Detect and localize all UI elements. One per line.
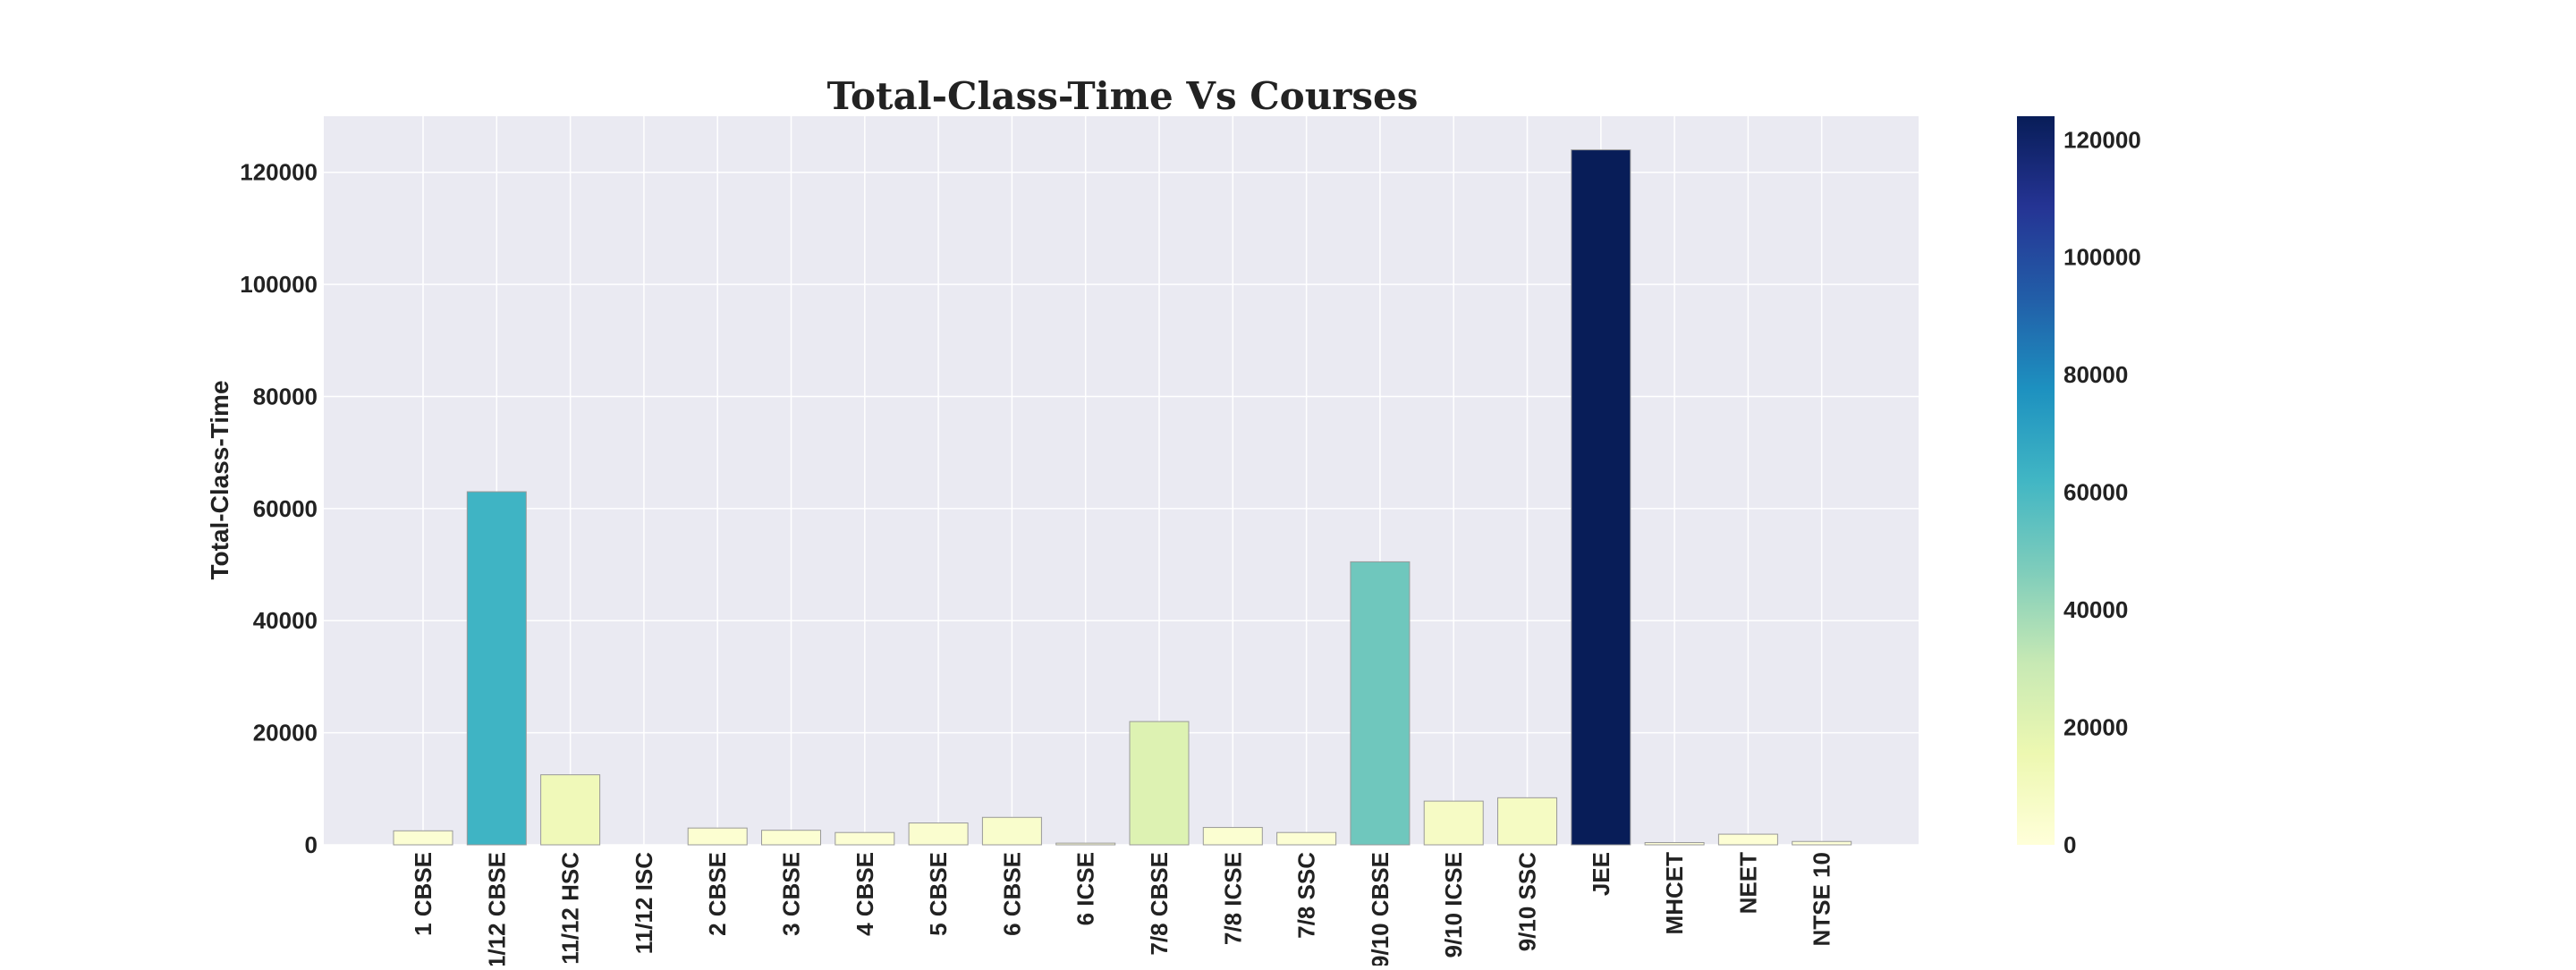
bar	[1423, 800, 1484, 846]
colorbar-tick-label: 100000	[2063, 244, 2141, 271]
y-axis-label: Total-Class-Time	[206, 380, 233, 579]
y-tick-label: 20000	[253, 720, 318, 746]
x-tick-label: 4 CBSE	[852, 852, 878, 936]
y-axis-ticks: 0 20000 40000 60000 80000 100000 120000	[240, 159, 318, 858]
x-tick-label: 9/10 ICSE	[1440, 852, 1467, 958]
colorbar-ticks: 0 20000 40000 60000 80000 100000 120000	[2063, 126, 2141, 858]
bar	[835, 831, 895, 846]
x-tick-label: 3 CBSE	[778, 852, 805, 936]
x-tick-label: 7/8 CBSE	[1146, 852, 1173, 956]
y-tick-label: 120000	[240, 159, 318, 186]
x-tick-label: 7/8 ICSE	[1219, 852, 1246, 945]
colorbar-tick-label: 40000	[2063, 596, 2128, 623]
colorbar-tick-label: 60000	[2063, 479, 2128, 506]
bar	[1276, 831, 1337, 846]
x-tick-label: 11/12 HSC	[557, 852, 584, 965]
bar	[908, 822, 969, 846]
bar	[1129, 721, 1190, 846]
colorbar-tick-label: 0	[2063, 831, 2076, 858]
grid-lines	[324, 116, 1919, 846]
bar	[1644, 841, 1705, 846]
plot-area	[324, 116, 1919, 845]
colorbar-tick-label: 20000	[2063, 714, 2128, 741]
x-tick-label: 6 CBSE	[998, 852, 1025, 936]
y-tick-label: 80000	[253, 383, 318, 409]
x-tick-label: JEE	[1588, 852, 1614, 896]
x-tick-label: 9/10 CBSE	[1367, 852, 1394, 966]
bar	[1202, 827, 1263, 846]
bar	[981, 816, 1042, 846]
x-tick-label: NTSE 10	[1809, 852, 1835, 947]
x-tick-label: MHCET	[1661, 852, 1688, 935]
bar	[687, 827, 748, 846]
x-tick-label: 7/8 SSC	[1293, 852, 1320, 939]
colorbar	[2017, 116, 2055, 845]
x-tick-label: NEET	[1734, 852, 1761, 914]
colorbar-tick-label: 80000	[2063, 361, 2128, 388]
bar	[1792, 840, 1852, 846]
x-tick-label: 11/12 ISC	[631, 852, 657, 954]
y-tick-label: 100000	[240, 271, 318, 298]
x-tick-label: 1 CBSE	[410, 852, 436, 936]
chart-title: Total-Class-Time Vs Courses	[827, 74, 1419, 118]
x-tick-label: 11/12 CBSE	[483, 852, 510, 966]
bar	[1350, 561, 1411, 846]
x-tick-label: 2 CBSE	[704, 852, 731, 936]
y-tick-label: 40000	[253, 607, 318, 634]
x-tick-label: 5 CBSE	[925, 852, 952, 936]
bar	[1497, 797, 1557, 846]
x-tick-label: 6 ICSE	[1072, 852, 1099, 925]
bar	[393, 830, 453, 846]
bar	[1717, 833, 1778, 846]
bar	[540, 774, 601, 846]
x-axis-ticks: 1 CBSE 11/12 CBSE 11/12 HSC 11/12 ISC 2 CBSE…	[410, 852, 1835, 970]
x-tick-label: 9/10 SSC	[1514, 852, 1541, 952]
bar	[761, 830, 821, 846]
bar	[1055, 842, 1116, 846]
bar	[466, 491, 527, 846]
bar	[1571, 149, 1631, 846]
bars	[393, 149, 1852, 846]
y-tick-label: 0	[305, 831, 318, 858]
colorbar-tick-label: 120000	[2063, 126, 2141, 153]
y-tick-label: 60000	[253, 495, 318, 522]
